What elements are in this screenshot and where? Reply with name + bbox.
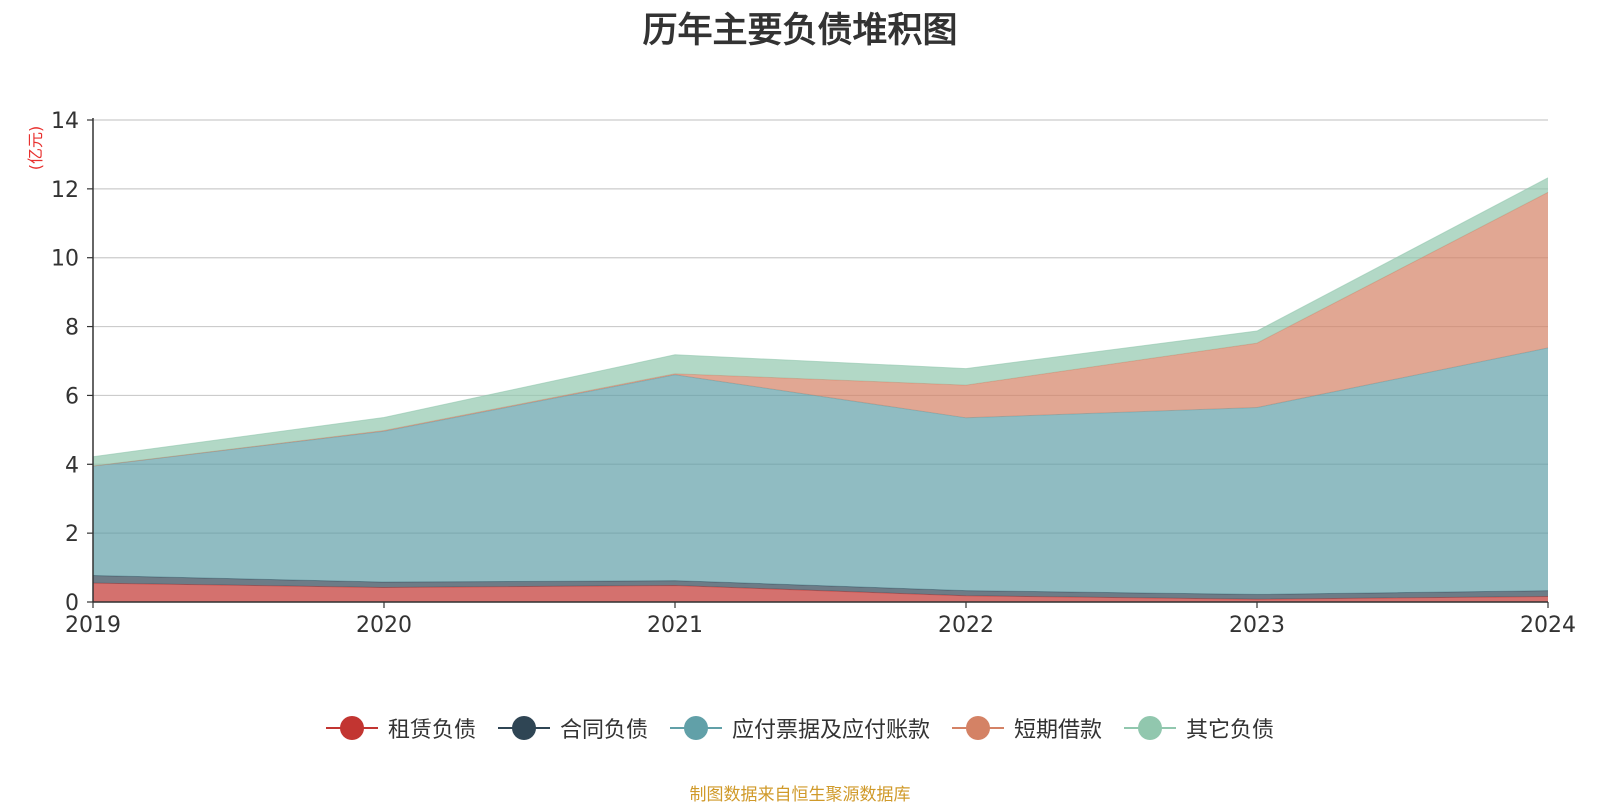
legend: 租赁负债 合同负债 应付票据及应付账款 短期借款 其它负债 xyxy=(0,712,1600,744)
legend-marker-icon xyxy=(497,715,550,741)
x-tick-label: 2024 xyxy=(1520,613,1576,638)
stacked-area-chart: 0 2 4 6 8 10 12 14 2019 2020 2021 2022 2023 2024 xyxy=(51,109,1576,638)
area-series-3 xyxy=(93,192,1548,467)
area-series-line-4 xyxy=(92,177,1549,458)
legend-marker-icon xyxy=(325,715,378,741)
x-tick-label: 2021 xyxy=(647,613,703,638)
legend-marker-icon xyxy=(1124,715,1177,741)
area-series-1 xyxy=(93,575,1548,600)
legend-marker-icon xyxy=(669,715,722,741)
y-tick-label: 12 xyxy=(51,178,79,203)
y-tick-label: 2 xyxy=(65,522,79,547)
legend-item[interactable]: 短期借款 xyxy=(952,712,1102,744)
data-source-note: 制图数据来自恒生聚源数据库 xyxy=(689,785,911,805)
legend-label: 其它负债 xyxy=(1186,718,1275,743)
legend-item[interactable]: 其它负债 xyxy=(1124,712,1274,744)
legend-dot-icon xyxy=(683,716,708,740)
chart-title: 历年主要负债堆积图 xyxy=(642,11,958,51)
legend-dot-icon xyxy=(1138,716,1163,740)
x-tick-label: 2022 xyxy=(938,613,994,638)
y-tick-label: 10 xyxy=(51,247,79,272)
legend-item[interactable]: 应付票据及应付账款 xyxy=(669,712,930,744)
legend-label: 租赁负债 xyxy=(387,718,476,743)
legend-item[interactable]: 租赁负债 xyxy=(325,712,476,744)
area-series-0 xyxy=(93,583,1548,602)
y-tick-label: 0 xyxy=(65,591,79,616)
legend-dot-icon xyxy=(966,716,990,740)
legend-dot-icon xyxy=(511,716,536,740)
y-tick-label: 14 xyxy=(51,109,79,134)
area-series-2 xyxy=(93,347,1548,595)
x-tick-label: 2020 xyxy=(356,613,412,638)
legend-item[interactable]: 合同负债 xyxy=(497,712,648,744)
y-tick-label: 8 xyxy=(65,316,79,341)
legend-dot-icon xyxy=(339,716,364,740)
x-tick-label: 2019 xyxy=(65,613,121,638)
y-tick-label: 4 xyxy=(65,453,79,478)
legend-label: 合同负债 xyxy=(559,718,648,743)
y-tick-label: 6 xyxy=(65,384,79,409)
legend-label: 短期借款 xyxy=(1014,718,1103,743)
legend-marker-icon xyxy=(952,715,1004,741)
x-tick-label: 2023 xyxy=(1229,613,1285,638)
legend-label: 应付票据及应付账款 xyxy=(731,718,930,743)
